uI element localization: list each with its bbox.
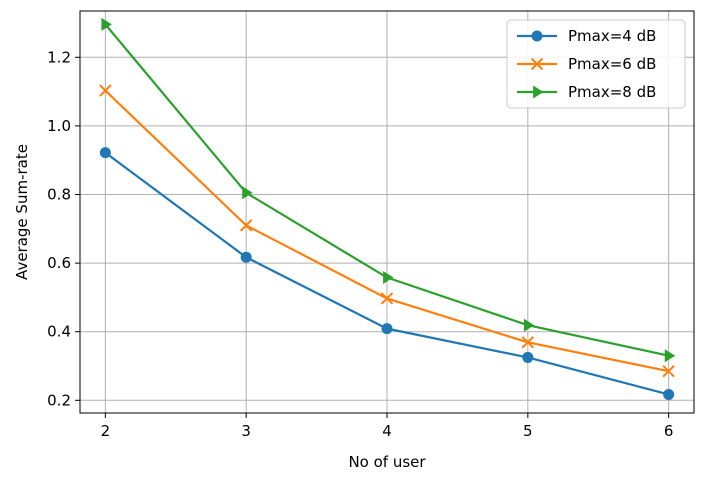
y-tick-label: 0.2 xyxy=(47,391,71,409)
triangle-marker xyxy=(523,318,535,332)
legend-label: Pmax=8 dB xyxy=(568,83,656,101)
x-marker xyxy=(99,84,112,97)
legend-label: Pmax=4 dB xyxy=(568,27,656,45)
series-1 xyxy=(99,147,675,400)
x-marker xyxy=(530,57,544,71)
x-axis-label: No of user xyxy=(348,453,426,471)
y-tick-label: 0.4 xyxy=(47,323,71,341)
legend: Pmax=4 dB Pmax=6 dB Pmax=8 dB xyxy=(506,19,686,109)
legend-box xyxy=(506,19,686,109)
x-tick-label: 4 xyxy=(382,422,392,440)
circle-marker xyxy=(240,251,252,263)
y-tick-label: 0.8 xyxy=(47,186,71,204)
y-axis-label: Average Sum-rate xyxy=(13,144,31,280)
circle-marker xyxy=(522,351,534,363)
triangle-marker xyxy=(533,85,544,99)
x-tick-label: 2 xyxy=(101,422,111,440)
triangle-marker xyxy=(101,17,112,31)
legend-label: Pmax=6 dB xyxy=(568,55,656,73)
x-tick-label: 5 xyxy=(523,422,533,440)
series-3 xyxy=(101,17,676,363)
triangle-marker xyxy=(664,349,676,363)
circle-marker xyxy=(99,147,111,159)
series-2 xyxy=(99,84,675,378)
ticks: 2 3 4 5 6 0.2 0.4 0.6 0.8 1.0 1.2 xyxy=(47,48,673,440)
circle-marker xyxy=(663,388,675,400)
circle-marker xyxy=(531,30,543,42)
grid xyxy=(80,11,694,413)
circle-marker xyxy=(381,323,393,335)
x-tick-label: 3 xyxy=(241,422,251,440)
x-marker xyxy=(521,336,535,349)
y-tick-label: 0.6 xyxy=(47,254,71,272)
triangle-marker xyxy=(383,271,394,285)
y-tick-label: 1.0 xyxy=(47,117,71,135)
x-marker xyxy=(380,292,394,305)
series-layer xyxy=(99,17,676,400)
y-tick-label: 1.2 xyxy=(47,48,71,66)
x-marker xyxy=(662,364,675,378)
x-tick-label: 6 xyxy=(664,422,674,440)
x-marker xyxy=(239,219,253,232)
triangle-marker xyxy=(242,186,253,200)
